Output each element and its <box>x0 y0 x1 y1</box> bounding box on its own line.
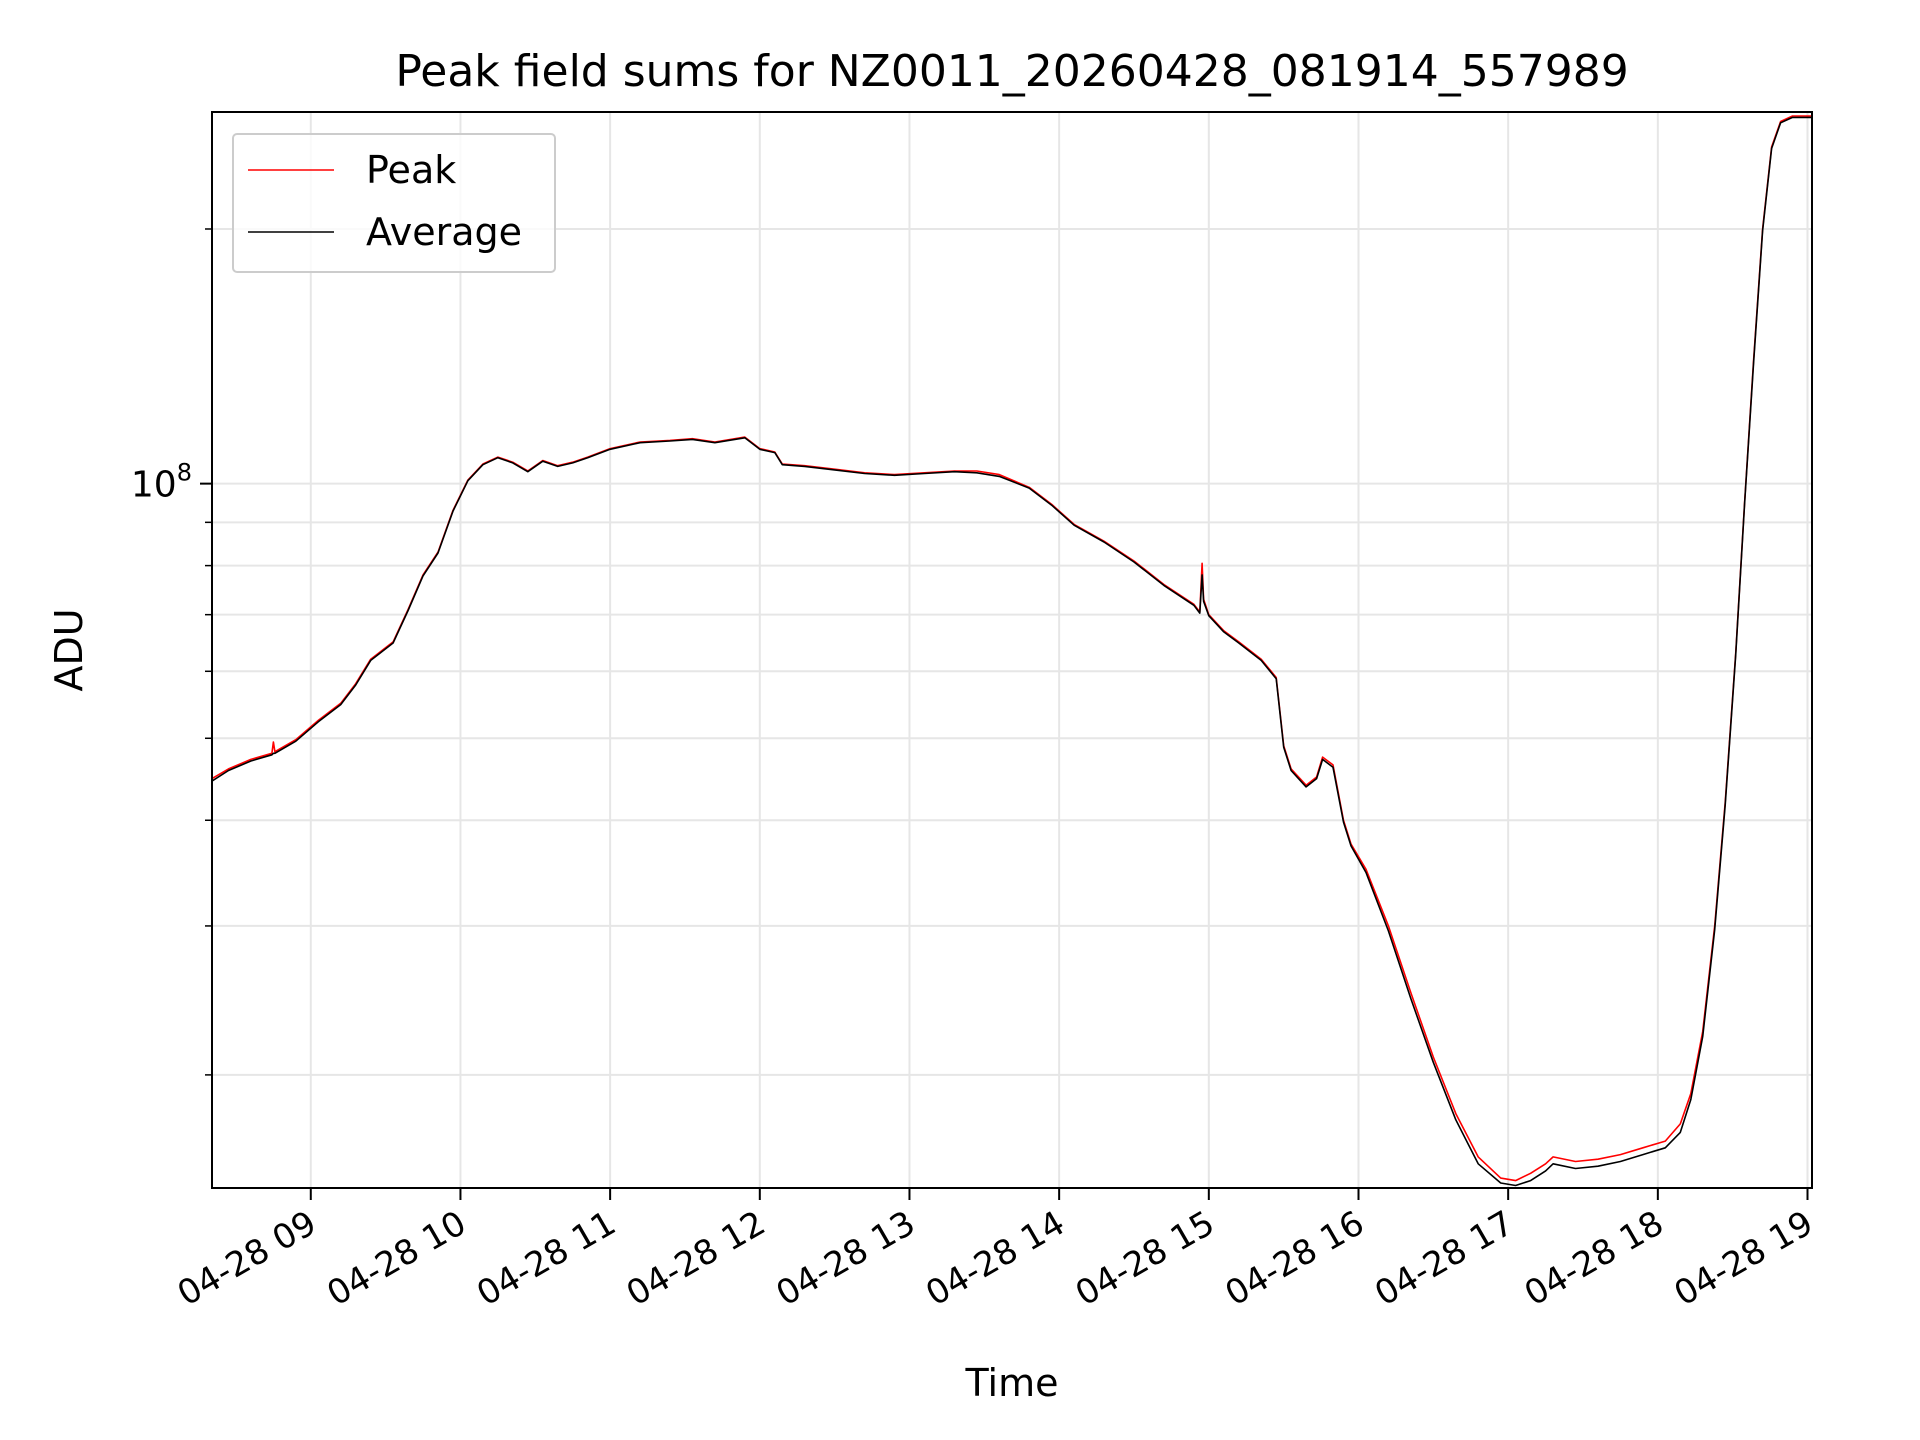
y-tick-label: 108 <box>131 459 192 506</box>
legend-box <box>232 133 556 273</box>
legend-label-peak: Peak <box>366 148 456 192</box>
legend-label-average: Average <box>366 210 522 254</box>
legend: Peak Average <box>232 133 556 273</box>
series-line-average <box>211 116 1812 1187</box>
chart-title: Peak field sums for NZ0011_20260428_0819… <box>395 46 1628 97</box>
plot-frame <box>211 111 1813 1189</box>
x-axis-label: Time <box>965 1361 1059 1405</box>
y-axis-label: ADU <box>47 608 91 691</box>
